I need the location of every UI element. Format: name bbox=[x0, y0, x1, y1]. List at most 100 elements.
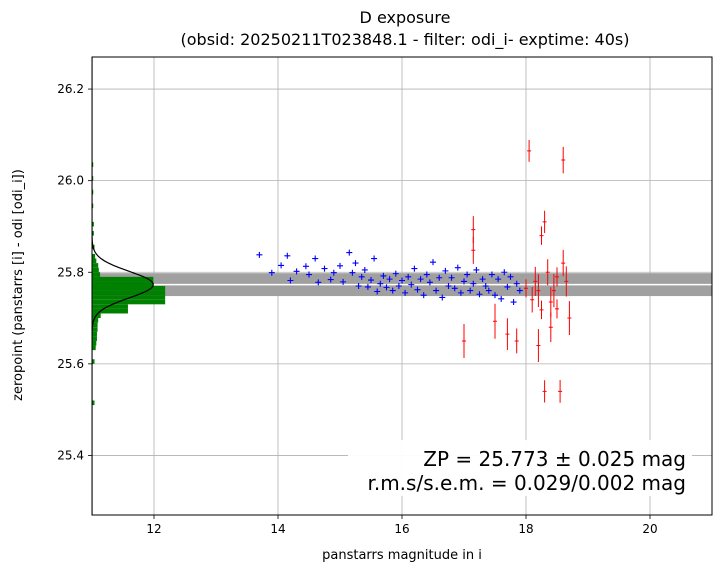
rejected-point bbox=[561, 146, 566, 174]
data-point bbox=[433, 287, 440, 294]
histogram-bar bbox=[92, 336, 97, 341]
rejected-point bbox=[536, 274, 541, 307]
histogram-bar bbox=[92, 331, 97, 337]
rejected-point bbox=[505, 318, 510, 350]
x-tick-label: 18 bbox=[518, 522, 533, 536]
data-point bbox=[284, 252, 291, 259]
rejected-point bbox=[524, 279, 528, 298]
rejected-point bbox=[542, 210, 547, 233]
x-tick-label: 12 bbox=[146, 522, 161, 536]
data-point bbox=[399, 277, 405, 284]
rejected-point bbox=[561, 249, 566, 277]
y-tick-label: 26.2 bbox=[57, 82, 84, 96]
data-point bbox=[442, 267, 449, 274]
histogram-bar bbox=[92, 286, 166, 291]
data-point bbox=[461, 278, 467, 285]
histogram-bar bbox=[92, 203, 94, 209]
plot-area: 12 14 16 18 20 25.4 25.6 25.8 26.0 26.2 bbox=[57, 56, 713, 536]
data-point bbox=[501, 269, 508, 276]
data-point bbox=[470, 280, 477, 287]
histogram-bar bbox=[92, 263, 99, 268]
x-tick-label: 14 bbox=[270, 522, 285, 536]
rms-annotation: r.m.s/s.e.m. = 0.029/0.002 mag bbox=[367, 471, 686, 495]
rejected-point bbox=[551, 273, 556, 308]
data-point bbox=[337, 262, 343, 269]
rejected-point bbox=[564, 266, 569, 297]
data-point bbox=[346, 249, 353, 256]
data-point bbox=[485, 287, 492, 294]
data-point bbox=[414, 286, 421, 293]
data-point bbox=[411, 265, 418, 272]
rejected-point bbox=[555, 267, 559, 287]
histogram-bar bbox=[92, 267, 99, 273]
data-point bbox=[380, 272, 387, 279]
data-point bbox=[293, 268, 300, 275]
data-point bbox=[355, 283, 362, 289]
rejected-point bbox=[471, 236, 476, 264]
data-point bbox=[408, 281, 415, 288]
data-point bbox=[504, 283, 511, 290]
data-point bbox=[467, 287, 474, 294]
histogram-bar bbox=[92, 295, 166, 300]
data-point bbox=[383, 284, 390, 291]
data-point bbox=[492, 292, 498, 299]
histogram-bar bbox=[92, 281, 154, 286]
histogram-bar bbox=[92, 327, 98, 332]
data-point bbox=[448, 274, 455, 281]
data-point bbox=[445, 283, 452, 289]
x-axis-label: panstarrs magnitude in i bbox=[322, 548, 482, 563]
data-point bbox=[436, 274, 443, 281]
data-point bbox=[349, 269, 356, 276]
data-point bbox=[302, 263, 309, 270]
histogram-bar bbox=[92, 258, 97, 264]
rejected-point bbox=[462, 323, 466, 358]
x-tick-label: 20 bbox=[642, 522, 657, 536]
histogram-bar bbox=[92, 272, 101, 277]
data-point bbox=[479, 276, 486, 283]
data-point bbox=[473, 266, 480, 273]
gaussian-fit-curve bbox=[92, 57, 154, 515]
data-point bbox=[430, 259, 436, 266]
data-point bbox=[402, 289, 409, 296]
histogram-bar bbox=[92, 318, 99, 323]
data-point bbox=[513, 280, 520, 287]
zp-annotation: ZP = 25.773 ± 0.025 mag bbox=[423, 447, 686, 471]
rejected-point bbox=[567, 301, 572, 335]
data-point bbox=[426, 279, 433, 286]
histogram-bar bbox=[92, 221, 94, 227]
data-point bbox=[321, 265, 328, 272]
data-point bbox=[417, 276, 424, 283]
data-point bbox=[377, 280, 384, 287]
data-point bbox=[395, 283, 402, 289]
histogram-bar bbox=[92, 253, 96, 259]
histogram-bar bbox=[92, 359, 95, 364]
y-tick-label: 26.0 bbox=[57, 174, 84, 188]
chart-subtitle: (obsid: 20250211T023848.1 - filter: odi_… bbox=[181, 30, 630, 50]
data-point bbox=[439, 294, 446, 301]
rejected-point bbox=[533, 266, 538, 296]
data-point bbox=[498, 295, 505, 302]
data-point bbox=[516, 287, 523, 294]
rejected-point bbox=[558, 379, 563, 403]
data-point bbox=[340, 278, 347, 285]
plot-content bbox=[92, 57, 712, 515]
data-point bbox=[507, 273, 514, 280]
y-tick-label: 25.4 bbox=[57, 448, 84, 462]
y-axis-label: zeropoint (panstarrs [i] - odi [odi_i]) bbox=[11, 169, 26, 401]
histogram-bar bbox=[92, 299, 166, 305]
data-point bbox=[392, 270, 399, 277]
histogram-bar bbox=[92, 231, 94, 236]
rejected-point bbox=[545, 259, 550, 286]
rejected-point bbox=[548, 287, 553, 317]
x-tick-label: 16 bbox=[394, 522, 409, 536]
data-point bbox=[312, 255, 319, 262]
data-point bbox=[364, 283, 371, 290]
data-point bbox=[488, 271, 495, 278]
histogram-bar bbox=[92, 340, 97, 346]
rejected-point bbox=[548, 312, 553, 343]
rejected-point bbox=[539, 300, 544, 320]
histogram-bar bbox=[92, 176, 94, 181]
data-point bbox=[287, 277, 294, 284]
rejected-point bbox=[527, 140, 532, 162]
data-point bbox=[368, 277, 374, 284]
